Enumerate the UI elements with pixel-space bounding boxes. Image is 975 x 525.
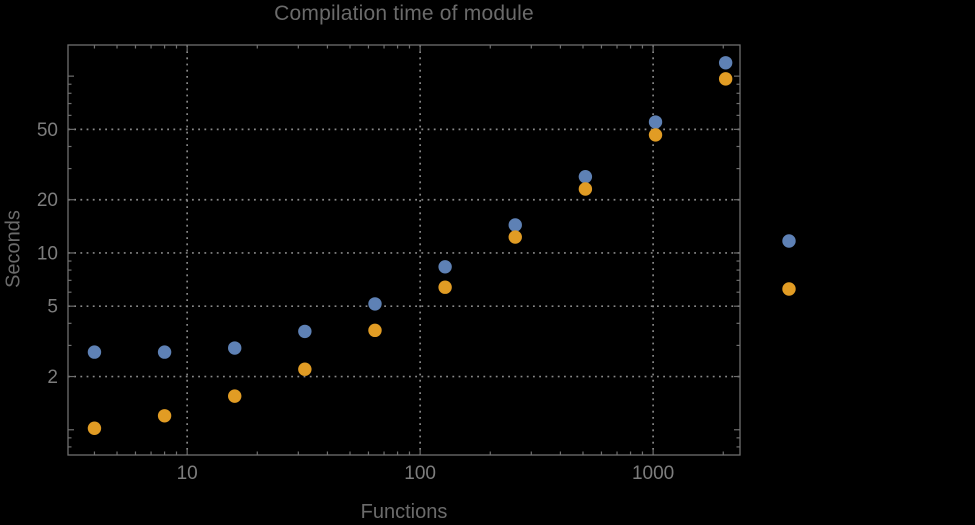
x-tick-label: 100 [404, 463, 436, 484]
data-point-series-2 [157, 409, 172, 423]
x-tick-label: 1000 [632, 463, 674, 484]
data-point-series-1 [648, 115, 663, 129]
data-point-series-2 [508, 230, 522, 244]
y-tick-label: 5 [47, 297, 58, 318]
x-tick-label: 10 [177, 463, 198, 484]
x-axis-label: Functions [360, 501, 448, 523]
data-point-series-1 [298, 324, 312, 339]
data-point-series-1 [157, 345, 172, 359]
y-tick-label: 20 [37, 190, 58, 211]
data-point-series-1 [438, 260, 452, 274]
legend-marker-series-2 [782, 282, 796, 296]
data-point-series-2 [578, 182, 593, 196]
data-point-series-2 [368, 323, 382, 338]
data-point-series-2 [648, 128, 663, 142]
y-tick-label: 2 [47, 367, 58, 388]
data-point-series-1 [718, 56, 733, 70]
chart-title: Compilation time of module [274, 2, 534, 25]
y-axis-label: Seconds [2, 210, 25, 288]
data-point-series-1 [508, 218, 522, 232]
data-point-series-1 [368, 297, 382, 311]
y-tick-label: 10 [37, 243, 58, 264]
data-point-series-1 [578, 169, 593, 184]
data-point-series-2 [228, 389, 242, 403]
data-point-series-2 [87, 421, 102, 435]
legend-marker-series-1 [782, 234, 796, 248]
data-point-series-2 [438, 280, 452, 294]
plot-frame [67, 44, 741, 456]
data-point-series-2 [298, 362, 312, 376]
y-tick-label: 50 [37, 120, 58, 141]
data-point-series-1 [87, 345, 102, 359]
data-point-series-2 [718, 72, 733, 86]
data-point-series-1 [228, 341, 242, 355]
